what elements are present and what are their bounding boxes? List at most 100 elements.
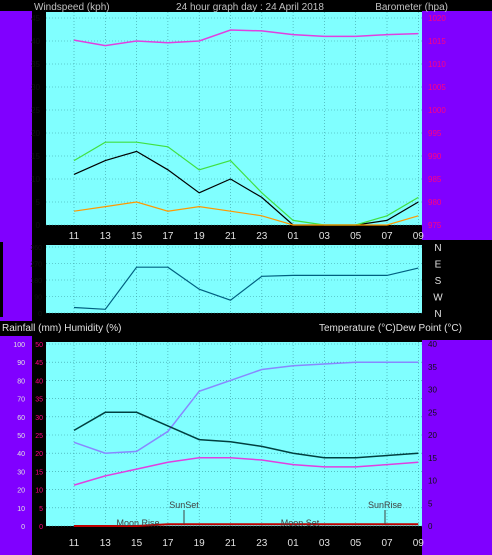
- annotations: Moon Rise SunSet Moon Set SunRise: [116, 500, 402, 528]
- compass-label-4: N: [434, 243, 441, 254]
- temp-y-tick-25: 25: [428, 408, 437, 417]
- baro-y-tick-1010: 1010: [428, 60, 446, 69]
- x-tick-top-07: 07: [381, 231, 393, 242]
- x-tick-top-09: 09: [413, 231, 425, 242]
- mid-header-right: Temperature (°C)Dew Point (°C): [319, 323, 462, 334]
- annotation-sunrise: SunRise: [368, 500, 402, 510]
- baro-y-tick-1005: 1005: [428, 83, 446, 92]
- temp-y-tick-30: 30: [428, 386, 437, 395]
- wind-y-tick-30: 30: [31, 83, 40, 92]
- x-tick-bottom-23: 23: [256, 538, 268, 549]
- baro-y-tick-1000: 1000: [428, 106, 446, 115]
- annotation-moon-rise: Moon Rise: [116, 518, 159, 528]
- humidity-y-tick-30: 30: [17, 469, 25, 476]
- wind-y-tick-10: 10: [31, 175, 40, 184]
- rain-y-tick-35: 35: [35, 397, 43, 404]
- wind-y-tick-45: 45: [31, 14, 40, 23]
- header-left: Windspeed (kph): [34, 2, 110, 13]
- mid-header-left: Rainfall (mm) Humidity (%): [2, 323, 121, 334]
- temp-y-tick-0: 0: [428, 522, 433, 531]
- baro-y-tick-1020: 1020: [428, 14, 446, 23]
- humidity-y-tick-60: 60: [17, 415, 25, 422]
- x-tick-bottom-09: 09: [413, 538, 425, 549]
- baro-y-tick-975: 975: [428, 221, 442, 230]
- series-average: [73, 201, 419, 226]
- rain-y-tick-20: 20: [35, 451, 43, 458]
- x-tick-top-15: 15: [131, 231, 143, 242]
- humidity-y-tick-100: 100: [13, 342, 25, 349]
- rain-y-tick-50: 50: [35, 342, 43, 349]
- series-gust: [73, 141, 419, 226]
- temp-y-tick-10: 10: [428, 477, 437, 486]
- baro-y-tick-995: 995: [428, 129, 442, 138]
- series-windspeed: [73, 150, 419, 226]
- x-tick-bottom-17: 17: [162, 538, 174, 549]
- compass-label-1: W: [433, 293, 443, 304]
- x-tick-top-05: 05: [350, 231, 362, 242]
- x-tick-top-03: 03: [319, 231, 331, 242]
- baro-y-tick-985: 985: [428, 175, 442, 184]
- annotation-moon-set: Moon Set: [281, 518, 320, 528]
- humidity-y-tick-50: 50: [17, 433, 25, 440]
- right-axis-panel-top: [422, 0, 492, 240]
- dir-y-tick-90: 90: [34, 295, 42, 302]
- humidity-y-tick-0: 0: [21, 524, 25, 531]
- header-center: 24 hour graph day : 24 April 2018: [176, 2, 324, 13]
- x-tick-top-11: 11: [69, 231, 80, 242]
- x-tick-top-21: 21: [225, 231, 237, 242]
- wind-direction-panel: [46, 245, 422, 313]
- chart-marks: [73, 29, 419, 527]
- temperature-humidity-panel: [46, 342, 422, 526]
- temp-y-tick-40: 40: [428, 340, 437, 349]
- compass-label-3: E: [435, 260, 442, 271]
- compass-label-2: S: [435, 276, 442, 287]
- x-tick-bottom-19: 19: [194, 538, 206, 549]
- x-tick-top-17: 17: [162, 231, 174, 242]
- wind-barometer-panel: [46, 12, 422, 225]
- temp-y-tick-5: 5: [428, 499, 433, 508]
- grid: [46, 12, 422, 527]
- x-tick-top-23: 23: [256, 231, 268, 242]
- annotation-sunset: SunSet: [169, 500, 199, 510]
- series-temperature: [73, 411, 419, 459]
- header-right: Barometer (hpa): [375, 2, 448, 13]
- x-tick-bottom-15: 15: [131, 538, 143, 549]
- compass-label-0: N: [434, 309, 441, 320]
- x-tick-bottom-13: 13: [100, 538, 112, 549]
- x-tick-bottom-07: 07: [381, 538, 393, 549]
- baro-y-tick-990: 990: [428, 152, 442, 161]
- rain-y-tick-30: 30: [35, 415, 43, 422]
- humidity-y-tick-10: 10: [17, 506, 25, 513]
- x-tick-bottom-11: 11: [69, 538, 80, 549]
- dir-y-tick-360: 360: [30, 245, 42, 252]
- humidity-y-tick-80: 80: [17, 378, 25, 385]
- x-tick-bottom-05: 05: [350, 538, 362, 549]
- temp-y-tick-15: 15: [428, 454, 437, 463]
- temp-y-tick-20: 20: [428, 431, 437, 440]
- x-tick-top-19: 19: [194, 231, 206, 242]
- left-axis-panel: [0, 0, 32, 555]
- rain-y-tick-5: 5: [39, 506, 43, 513]
- humidity-y-tick-70: 70: [17, 397, 25, 404]
- baro-y-tick-1015: 1015: [428, 37, 446, 46]
- humidity-y-tick-20: 20: [17, 488, 25, 495]
- rain-y-tick-15: 15: [35, 469, 43, 476]
- rain-y-tick-45: 45: [35, 360, 43, 367]
- x-tick-top-13: 13: [100, 231, 112, 242]
- axis-labels: 1111131315151717191921212323010103030505…: [13, 14, 446, 549]
- series-dew-point: [73, 457, 419, 486]
- series-wind-direction: [73, 266, 419, 310]
- temp-y-tick-35: 35: [428, 363, 437, 372]
- x-tick-bottom-03: 03: [319, 538, 331, 549]
- x-tick-top-01: 01: [288, 231, 300, 242]
- rain-y-tick-25: 25: [35, 433, 43, 440]
- humidity-y-tick-40: 40: [17, 451, 25, 458]
- series-barometer: [73, 29, 419, 47]
- rain-y-tick-10: 10: [35, 488, 43, 495]
- rain-y-tick-40: 40: [35, 378, 43, 385]
- baro-y-tick-980: 980: [428, 198, 442, 207]
- humidity-y-tick-90: 90: [17, 360, 25, 367]
- dir-y-tick-180: 180: [30, 278, 42, 285]
- rain-y-tick-0: 0: [39, 524, 43, 531]
